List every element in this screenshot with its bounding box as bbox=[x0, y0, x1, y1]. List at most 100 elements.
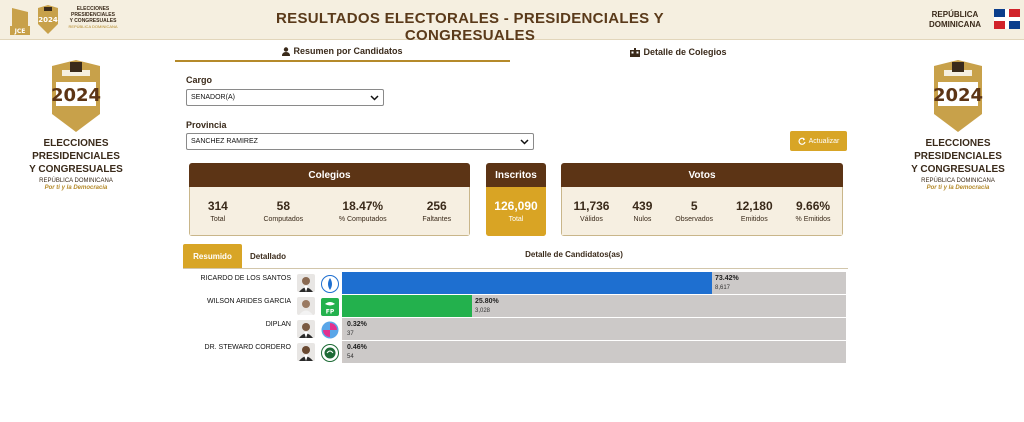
side-logo-country: REPÚBLICA DOMINICANA bbox=[921, 178, 995, 184]
side-logo-line1: ELECCIONES bbox=[925, 138, 991, 149]
candidate-name: RICARDO DE LOS SANTOS bbox=[200, 275, 291, 282]
candidate-bar-fill bbox=[342, 318, 344, 340]
candidate-percent: 0.32% bbox=[347, 321, 367, 328]
inscritos-title: Inscritos bbox=[486, 163, 546, 187]
user-icon bbox=[282, 46, 291, 56]
votos-observados: 5 Observados bbox=[675, 199, 713, 223]
side-logo-slogan: Por ti y la Democracia bbox=[44, 185, 108, 191]
stat-value: 256 bbox=[426, 199, 447, 213]
votos-validos: 11,736 Válidos bbox=[573, 199, 609, 223]
tab-detalle-colegios[interactable]: Detalle de Colegios bbox=[510, 42, 847, 62]
top-bar: JCE 2024 ELECCIONES PRESIDENCIALES Y CON… bbox=[0, 0, 1024, 44]
building-icon bbox=[630, 47, 641, 57]
stat-caption: % Computados bbox=[338, 216, 387, 223]
diplan-party-icon bbox=[321, 321, 339, 339]
stat-caption: Total bbox=[508, 216, 524, 223]
tab-resumen-candidatos[interactable]: Resumen por Candidatos bbox=[175, 42, 510, 62]
stat-caption: % Emitidos bbox=[795, 216, 831, 223]
jce-logo: JCE bbox=[8, 4, 32, 36]
inscritos-card: Inscritos 126,090 Total bbox=[486, 163, 546, 236]
colegios-pct-computados: 18.47% % Computados bbox=[339, 199, 387, 223]
stat-value: 9.66% bbox=[796, 199, 831, 213]
emblem-year: 2024 bbox=[933, 85, 983, 106]
stat-value: 439 bbox=[632, 199, 653, 213]
colegios-computados: 58 Computados bbox=[263, 199, 303, 223]
candidates-detail-title: Detalle de Candidatos(as) bbox=[525, 250, 623, 259]
side-logo-line2: PRESIDENCIALES bbox=[32, 151, 120, 162]
provincia-select-value: SANCHEZ RAMIREZ bbox=[191, 138, 258, 145]
candidate-name: DIPLAN bbox=[265, 321, 291, 328]
mini-logo-year: 2024 bbox=[38, 16, 58, 24]
votos-pct-emitidos: 9.66% % Emitidos bbox=[796, 199, 831, 223]
mini-text-line-2: PRESIDENCIALES bbox=[71, 12, 115, 18]
side-logo-line3: Y CONGRESUALES bbox=[911, 164, 1005, 175]
candidate-votes: 3,028 bbox=[475, 308, 491, 314]
candidate-name: DR. STEWARD CORDERO bbox=[204, 344, 291, 351]
candidate-percent: 25.80% bbox=[475, 298, 499, 305]
side-logo-line1: ELECCIONES bbox=[43, 138, 109, 149]
stat-caption: Observados bbox=[675, 216, 714, 223]
tab-resumido[interactable]: Resumido bbox=[183, 244, 242, 269]
stat-caption: Válidos bbox=[579, 216, 603, 223]
election-2024-emblem: 2024 bbox=[933, 60, 983, 132]
side-logo-left: 2024 ELECCIONES PRESIDENCIALES Y CONGRES… bbox=[21, 58, 131, 191]
cargo-label: Cargo bbox=[186, 75, 213, 85]
stat-value: 18.47% bbox=[342, 199, 384, 213]
green-party-icon bbox=[321, 344, 339, 362]
stat-caption: Nulos bbox=[633, 216, 652, 223]
refresh-icon bbox=[798, 137, 806, 145]
stat-value: 11,736 bbox=[573, 199, 610, 213]
candidate-votes: 37 bbox=[347, 331, 354, 337]
stat-caption: Faltantes bbox=[422, 216, 452, 223]
colegios-faltantes: 256 Faltantes bbox=[422, 199, 451, 223]
candidate-votes: 54 bbox=[347, 354, 354, 360]
candidate-row: DIPLAN 0.32% 37 bbox=[183, 318, 848, 340]
mini-text-line-4: REPÚBLICA DOMINICANA bbox=[68, 24, 118, 29]
prm-party-icon bbox=[321, 275, 339, 293]
mini-text-line-1: ELECCIONES bbox=[76, 6, 110, 12]
view-tabs: Resumen por Candidatos Detalle de Colegi… bbox=[175, 42, 847, 62]
candidate-percent: 0.46% bbox=[347, 344, 367, 351]
stat-value: 126,090 bbox=[494, 199, 538, 213]
candidate-row: DR. STEWARD CORDERO 0.46% 54 bbox=[183, 341, 848, 363]
provincia-label: Provincia bbox=[186, 120, 227, 130]
fp-party-icon: FP bbox=[321, 298, 339, 316]
cargo-select[interactable]: SENADOR(A) bbox=[186, 89, 384, 106]
provincia-select[interactable]: SANCHEZ RAMIREZ bbox=[186, 133, 534, 150]
candidate-photo bbox=[297, 274, 315, 292]
candidate-bar-fill bbox=[342, 272, 712, 294]
side-logo-right: 2024 ELECCIONES PRESIDENCIALES Y CONGRES… bbox=[903, 58, 1013, 191]
stat-caption: Computados bbox=[263, 216, 304, 223]
country-line-2: DOMINICANA bbox=[929, 20, 981, 29]
candidate-bar-fill bbox=[342, 341, 344, 363]
mini-2024-logo: 2024 bbox=[38, 5, 58, 34]
side-logo-country: REPÚBLICA DOMINICANA bbox=[39, 178, 113, 184]
tab-detallado[interactable]: Detallado bbox=[249, 252, 286, 261]
refresh-label: Actualizar bbox=[808, 137, 840, 145]
stat-value: 58 bbox=[276, 199, 291, 213]
country-line-1: REPÚBLICA bbox=[931, 10, 979, 19]
candidate-votes: 8,617 bbox=[715, 285, 731, 291]
refresh-button[interactable]: Actualizar bbox=[790, 131, 847, 151]
candidate-photo bbox=[297, 297, 315, 315]
emblem-year: 2024 bbox=[51, 85, 101, 106]
colegios-card: Colegios 314 Total 58 Computados 18.47% … bbox=[189, 163, 470, 236]
mini-text-line-3: Y CONGRESUALES bbox=[69, 18, 117, 24]
candidate-photo bbox=[297, 343, 315, 361]
votos-title: Votos bbox=[561, 163, 843, 187]
jce-logo-text: JCE bbox=[14, 28, 26, 35]
cargo-select-value: SENADOR(A) bbox=[191, 94, 235, 101]
candidate-bar-track: 0.32% 37 bbox=[342, 318, 846, 340]
divider bbox=[183, 268, 848, 269]
candidate-photo bbox=[297, 320, 315, 338]
colegios-total: 314 Total bbox=[208, 199, 228, 223]
votos-emitidos: 12,180 Emitidos bbox=[736, 199, 773, 223]
colegios-title: Colegios bbox=[189, 163, 470, 187]
dominican-flag-icon bbox=[994, 9, 1020, 29]
mini-logo-text: ELECCIONES PRESIDENCIALES Y CONGRESUALES… bbox=[63, 6, 123, 30]
stat-caption: Emitidos bbox=[740, 216, 768, 223]
candidate-percent: 73.42% bbox=[715, 275, 739, 282]
fp-party-abbr: FP bbox=[326, 309, 335, 316]
inscritos-total: 126,090 Total bbox=[494, 199, 537, 223]
candidate-bar-track: 25.80% 3,028 bbox=[342, 295, 846, 317]
